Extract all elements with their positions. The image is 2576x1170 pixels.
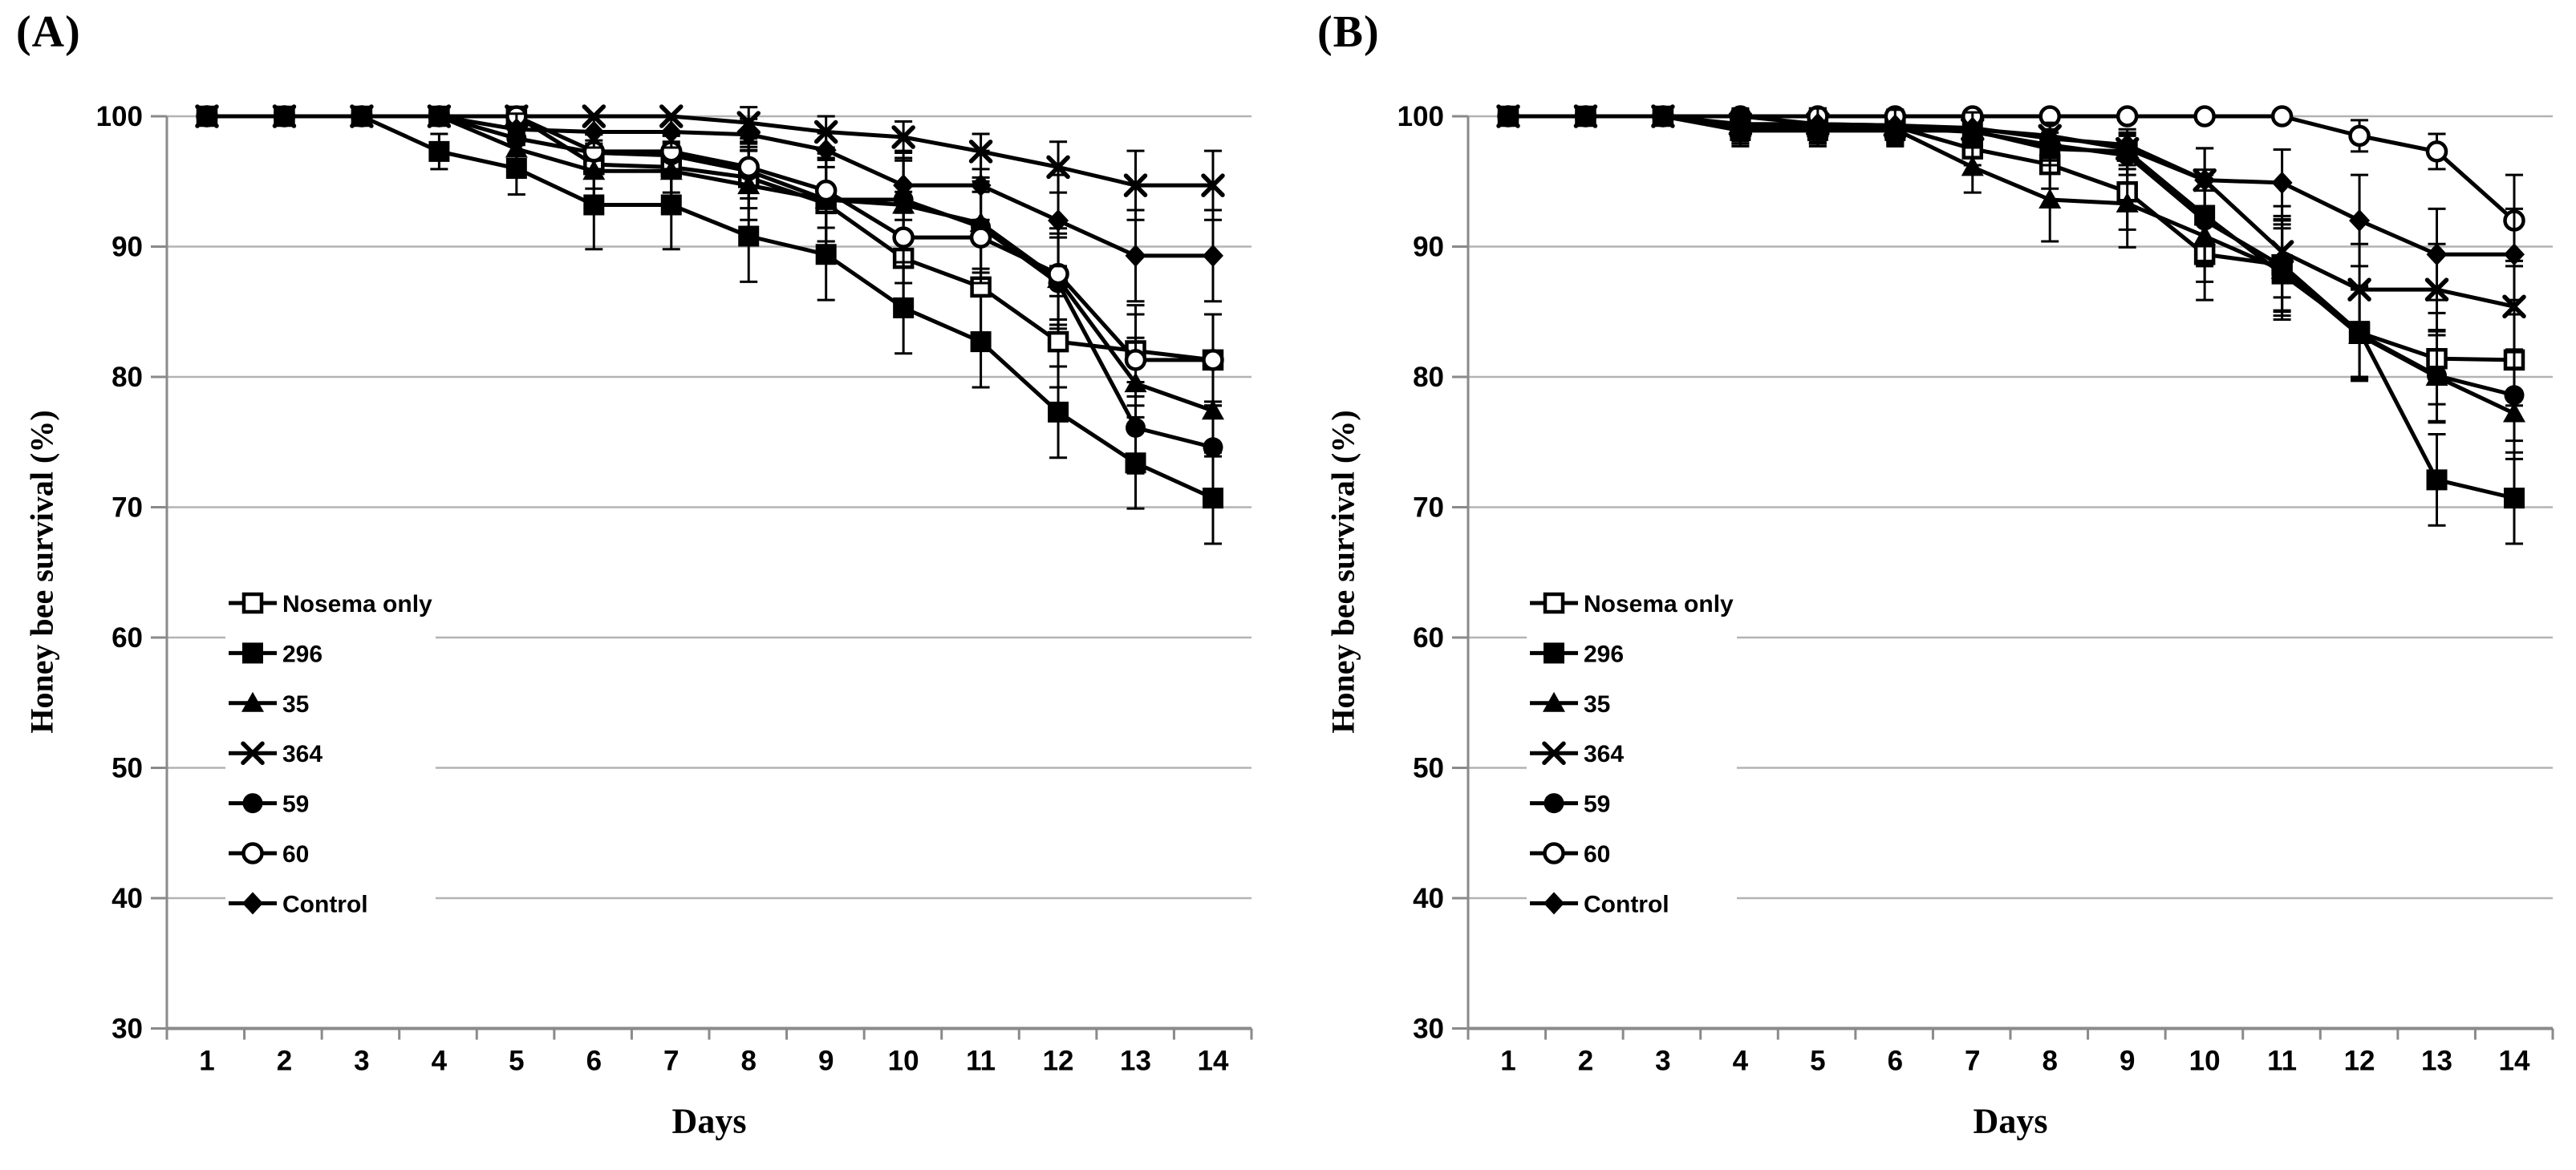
- svg-text:5: 5: [1810, 1046, 1825, 1077]
- legend: Nosema only 296 35 364 59 60 Control: [1527, 579, 1737, 927]
- svg-text:Control: Control: [1584, 891, 1669, 917]
- svg-text:4: 4: [432, 1046, 448, 1077]
- svg-text:30: 30: [112, 1014, 143, 1045]
- axes: [151, 115, 1253, 1040]
- series-nosema-only: [196, 105, 1224, 407]
- svg-text:3: 3: [1655, 1046, 1670, 1077]
- panel-b-label: (B): [1317, 7, 1380, 57]
- series-364: [1496, 104, 2526, 354]
- svg-text:9: 9: [818, 1046, 834, 1077]
- axes: [1452, 115, 2554, 1040]
- svg-text:8: 8: [2042, 1046, 2057, 1077]
- svg-text:10: 10: [888, 1046, 919, 1077]
- panel-a: (A) Honey bee survival (%) 30 40 50 60 70 80 9…: [16, 7, 1253, 1141]
- legend-item-control: Control: [1530, 891, 1669, 917]
- series-nosema-only: [1497, 105, 2525, 407]
- svg-text:50: 50: [112, 753, 143, 784]
- svg-text:Nosema only: Nosema only: [1584, 591, 1734, 617]
- svg-text:60: 60: [282, 841, 309, 868]
- legend-item-60: 60: [1530, 841, 1610, 868]
- svg-text:90: 90: [1413, 232, 1444, 263]
- legend-item-59: 59: [229, 791, 309, 818]
- svg-text:13: 13: [1120, 1046, 1151, 1077]
- legend-item-control: Control: [229, 891, 368, 917]
- svg-text:7: 7: [1965, 1046, 1980, 1077]
- svg-text:364: 364: [1584, 741, 1624, 767]
- svg-text:Nosema only: Nosema only: [282, 591, 432, 617]
- svg-text:59: 59: [1584, 791, 1610, 818]
- series-control: [1498, 105, 2525, 302]
- svg-text:100: 100: [96, 101, 143, 132]
- legend-item-nosema-only: Nosema only: [229, 591, 432, 617]
- svg-text:80: 80: [112, 362, 143, 393]
- svg-text:50: 50: [1413, 753, 1444, 784]
- legend: Nosema only 296 35 364 59 60 Control: [225, 579, 436, 927]
- legend-item-364: 364: [1530, 741, 1624, 767]
- svg-text:90: 90: [112, 232, 143, 263]
- svg-text:364: 364: [282, 741, 323, 767]
- svg-text:11: 11: [2267, 1046, 2297, 1077]
- svg-text:13: 13: [2421, 1046, 2452, 1077]
- x-axis-title-a: Days: [671, 1101, 747, 1141]
- svg-text:14: 14: [2499, 1046, 2530, 1077]
- svg-text:35: 35: [282, 691, 309, 718]
- svg-text:70: 70: [112, 492, 143, 524]
- series-60: [196, 105, 1224, 407]
- svg-text:12: 12: [2344, 1046, 2375, 1077]
- svg-text:14: 14: [1198, 1046, 1229, 1077]
- svg-text:2: 2: [277, 1046, 292, 1077]
- svg-text:8: 8: [740, 1046, 756, 1077]
- svg-text:30: 30: [1413, 1014, 1444, 1045]
- svg-text:60: 60: [1584, 841, 1610, 868]
- svg-text:2: 2: [1578, 1046, 1593, 1077]
- x-axis-title-b: Days: [1973, 1101, 2048, 1141]
- series-59: [197, 106, 1223, 495]
- legend-item-nosema-only: Nosema only: [1530, 591, 1734, 617]
- svg-text:35: 35: [1584, 691, 1610, 718]
- svg-text:40: 40: [1413, 883, 1444, 914]
- svg-text:80: 80: [1413, 362, 1444, 393]
- svg-text:6: 6: [586, 1046, 602, 1077]
- svg-text:1: 1: [199, 1046, 214, 1077]
- svg-text:60: 60: [112, 622, 143, 654]
- series-control: [197, 105, 1223, 303]
- svg-text:70: 70: [1413, 492, 1444, 524]
- legend-item-296: 296: [229, 641, 323, 667]
- svg-text:40: 40: [112, 883, 143, 914]
- series-296: [1498, 106, 2525, 545]
- legend-item-35: 35: [1530, 691, 1610, 718]
- svg-text:7: 7: [663, 1046, 679, 1077]
- svg-text:1: 1: [1500, 1046, 1515, 1077]
- legend-item-364: 364: [229, 741, 323, 767]
- svg-text:11: 11: [966, 1046, 996, 1077]
- svg-text:5: 5: [509, 1046, 524, 1077]
- legend-item-296: 296: [1530, 641, 1624, 667]
- svg-text:9: 9: [2120, 1046, 2135, 1077]
- svg-text:296: 296: [282, 641, 323, 667]
- svg-text:10: 10: [2189, 1046, 2221, 1077]
- svg-text:6: 6: [1888, 1046, 1903, 1077]
- svg-text:100: 100: [1398, 101, 1444, 132]
- svg-text:60: 60: [1413, 622, 1444, 654]
- svg-text:296: 296: [1584, 641, 1624, 667]
- legend-item-59: 59: [1530, 791, 1610, 818]
- svg-text:4: 4: [1733, 1046, 1749, 1077]
- panel-b: (B) Honey bee survival (%) 30 40 50 60 70 80 9…: [1301, 0, 2576, 1170]
- svg-text:Control: Control: [282, 891, 368, 917]
- svg-text:12: 12: [1043, 1046, 1074, 1077]
- svg-text:59: 59: [282, 791, 309, 818]
- panel-a-label: (A): [16, 7, 81, 57]
- legend-item-35: 35: [229, 691, 309, 718]
- legend-item-60: 60: [229, 841, 309, 868]
- svg-text:3: 3: [354, 1046, 369, 1077]
